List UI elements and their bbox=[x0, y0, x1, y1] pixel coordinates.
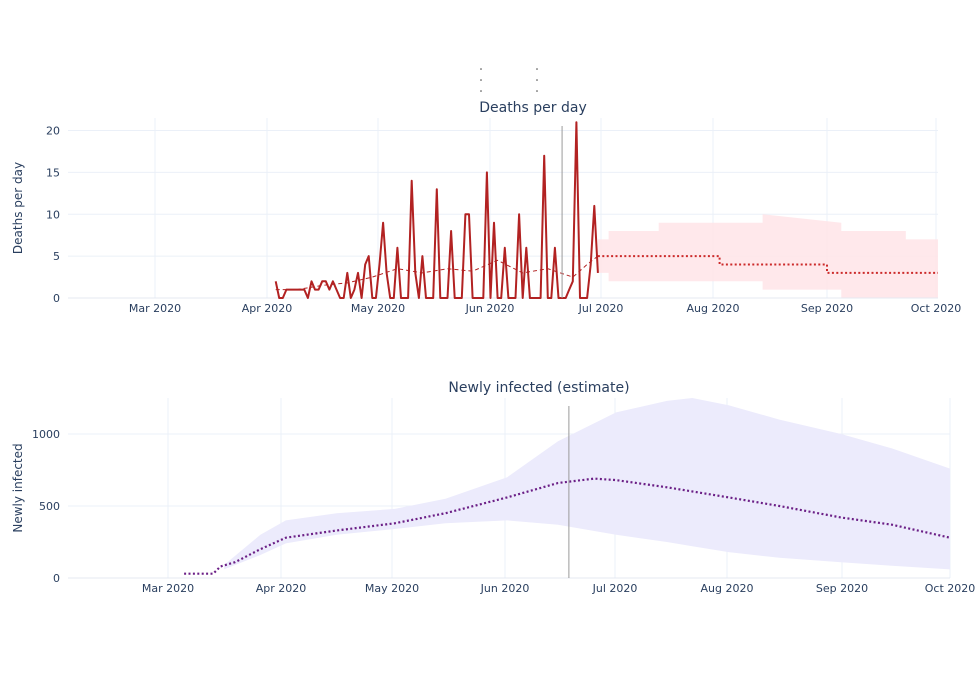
x-tick-label: Mar 2020 bbox=[142, 582, 194, 595]
x-tick-label: Apr 2020 bbox=[242, 302, 293, 315]
x-tick-label: Jul 2020 bbox=[578, 302, 624, 315]
y-tick-label: 0 bbox=[53, 292, 60, 305]
x-tick-label: Apr 2020 bbox=[256, 582, 307, 595]
modebar-dot bbox=[536, 90, 538, 92]
fitted-deaths-line bbox=[275, 255, 599, 291]
infected-chart: 0 500 1000 Mar 2020 Apr 2020 May 2020 Jun 2020… bbox=[11, 380, 975, 595]
modebar-dots bbox=[480, 68, 538, 92]
forecast-deaths-line bbox=[597, 255, 938, 274]
x-tick-label: Sep 2020 bbox=[801, 302, 853, 315]
modebar-dot bbox=[536, 68, 538, 70]
y-tick-label: 5 bbox=[53, 250, 60, 263]
newly-infected-line bbox=[184, 477, 951, 575]
chart-title: Deaths per day bbox=[479, 100, 587, 116]
x-tick-label: May 2020 bbox=[351, 302, 405, 315]
x-tick-label: Jul 2020 bbox=[592, 582, 638, 595]
x-tick-label: Aug 2020 bbox=[701, 582, 754, 595]
y-axis-label: Deaths per day bbox=[11, 162, 25, 254]
x-tick-label: Mar 2020 bbox=[129, 302, 181, 315]
x-tick-label: Jun 2020 bbox=[480, 582, 530, 595]
chart-title: Newly infected (estimate) bbox=[448, 380, 629, 396]
observed-deaths-line bbox=[274, 121, 599, 299]
confidence-band bbox=[224, 398, 951, 570]
modebar-dot bbox=[480, 79, 482, 81]
y-tick-label: 20 bbox=[46, 125, 60, 138]
x-tick-label: Aug 2020 bbox=[687, 302, 740, 315]
y-tick-label: 10 bbox=[46, 208, 60, 221]
modebar-dot bbox=[536, 79, 538, 81]
y-tick-label: 0 bbox=[53, 572, 60, 585]
x-tick-label: Oct 2020 bbox=[911, 302, 962, 315]
y-tick-label: 15 bbox=[46, 166, 60, 179]
y-axis-label: Newly infected bbox=[11, 443, 25, 532]
y-tick-label: 1000 bbox=[32, 428, 60, 441]
x-tick-label: Oct 2020 bbox=[925, 582, 976, 595]
x-tick-label: Sep 2020 bbox=[816, 582, 868, 595]
deaths-chart: 0 5 10 15 20 Mar 2020 Apr 2020 May 2020 Jun 2020… bbox=[11, 100, 961, 315]
confidence-band bbox=[597, 214, 938, 298]
x-tick-label: May 2020 bbox=[365, 582, 419, 595]
modebar-dot bbox=[480, 90, 482, 92]
x-tick-label: Jun 2020 bbox=[465, 302, 515, 315]
y-tick-label: 500 bbox=[39, 500, 60, 513]
modebar-dot bbox=[480, 68, 482, 70]
